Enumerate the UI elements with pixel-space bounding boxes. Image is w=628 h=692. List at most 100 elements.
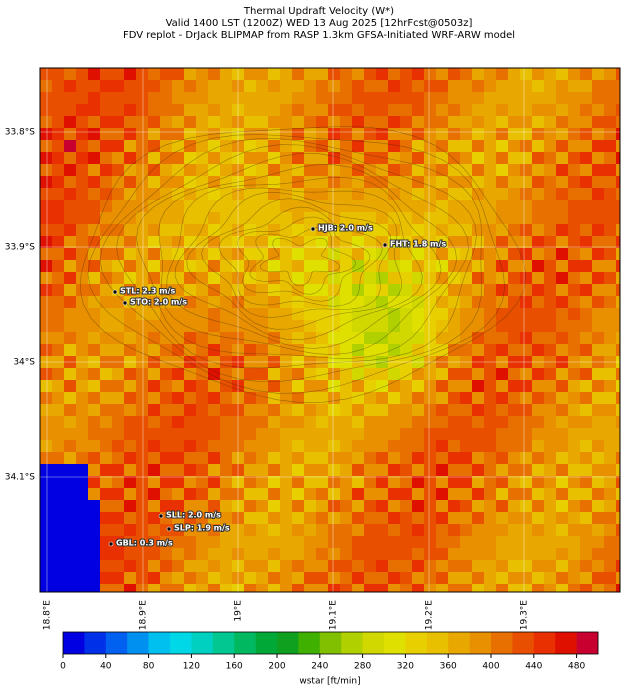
map-cell — [112, 140, 124, 152]
map-cell — [280, 140, 292, 152]
map-cell — [124, 500, 136, 512]
map-cell — [268, 92, 280, 104]
map-cell — [460, 200, 472, 212]
colorbar-swatch — [148, 632, 171, 654]
map-cell — [148, 128, 160, 140]
map-cell — [400, 476, 412, 488]
map-cell — [508, 224, 520, 236]
map-cell — [568, 332, 580, 344]
map-cell — [496, 236, 508, 248]
map-cell — [280, 428, 292, 440]
map-cell — [256, 440, 268, 452]
map-cell — [160, 428, 172, 440]
map-cell — [268, 308, 280, 320]
map-cell — [220, 464, 232, 476]
map-cell — [256, 212, 268, 224]
map-cell — [532, 320, 544, 332]
map-cell — [604, 296, 616, 308]
map-cell — [424, 128, 436, 140]
map-cell — [520, 332, 532, 344]
map-cell — [328, 440, 340, 452]
map-cell — [352, 188, 364, 200]
map-cell — [388, 308, 400, 320]
map-cell — [604, 152, 616, 164]
map-cell — [316, 248, 328, 260]
map-cell — [172, 260, 184, 272]
map-cell — [448, 296, 460, 308]
map-cell — [76, 272, 88, 284]
map-cell — [412, 116, 424, 128]
map-cell — [568, 164, 580, 176]
map-cell — [424, 488, 436, 500]
map-cell — [532, 128, 544, 140]
map-cell — [580, 104, 592, 116]
map-cell — [496, 368, 508, 380]
map-cell — [376, 140, 388, 152]
map-cell — [160, 416, 172, 428]
map-cell — [556, 488, 568, 500]
map-cell — [136, 464, 148, 476]
map-cell — [484, 236, 496, 248]
map-cell — [76, 368, 88, 380]
map-cell — [472, 368, 484, 380]
map-cell — [268, 212, 280, 224]
map-cell — [460, 284, 472, 296]
map-cell — [220, 392, 232, 404]
colorbar-swatch — [384, 632, 406, 654]
map-cell — [520, 272, 532, 284]
map-cell — [64, 140, 76, 152]
map-cell — [76, 284, 88, 296]
map-cell — [328, 104, 340, 116]
map-cell — [280, 404, 292, 416]
map-cell — [76, 308, 88, 320]
map-cell — [76, 212, 88, 224]
map-cell — [568, 188, 580, 200]
map-cell — [148, 68, 160, 80]
map-cell — [352, 308, 364, 320]
map-cell — [376, 224, 388, 236]
map-cell — [364, 140, 376, 152]
map-cell — [112, 584, 124, 592]
contour — [260, 237, 340, 287]
map-cell — [136, 164, 148, 176]
map-cell — [496, 68, 508, 80]
map-cell — [136, 380, 148, 392]
map-cell — [304, 452, 316, 464]
map-cell — [208, 476, 220, 488]
map-cell — [616, 404, 620, 416]
map-cell — [352, 560, 364, 572]
map-cell — [64, 572, 76, 584]
map-cell — [100, 164, 112, 176]
map-cell — [532, 248, 544, 260]
map-cell — [304, 512, 316, 524]
map-cell — [364, 104, 376, 116]
map-cell — [340, 380, 352, 392]
map-cell — [448, 416, 460, 428]
map-cell — [316, 380, 328, 392]
map-cell — [160, 296, 172, 308]
map-cell — [172, 92, 184, 104]
map-cell — [400, 368, 412, 380]
map-cell — [148, 104, 160, 116]
map-cell — [496, 524, 508, 536]
map-cell — [424, 80, 436, 92]
map-cell — [376, 260, 388, 272]
map-cell — [160, 116, 172, 128]
map-cell — [592, 392, 604, 404]
map-cell — [208, 392, 220, 404]
map-cell — [256, 236, 268, 248]
map-cell — [244, 320, 256, 332]
map-cell — [256, 224, 268, 236]
map-cell — [208, 488, 220, 500]
map-cell — [448, 152, 460, 164]
map-cell — [496, 80, 508, 92]
map-cell — [136, 392, 148, 404]
map-cell — [112, 128, 124, 140]
map-cell — [256, 368, 268, 380]
map-cell — [136, 200, 148, 212]
map-cell — [424, 512, 436, 524]
map-cell — [196, 188, 208, 200]
map-cell — [436, 308, 448, 320]
map-cell — [208, 140, 220, 152]
map-cell — [400, 380, 412, 392]
